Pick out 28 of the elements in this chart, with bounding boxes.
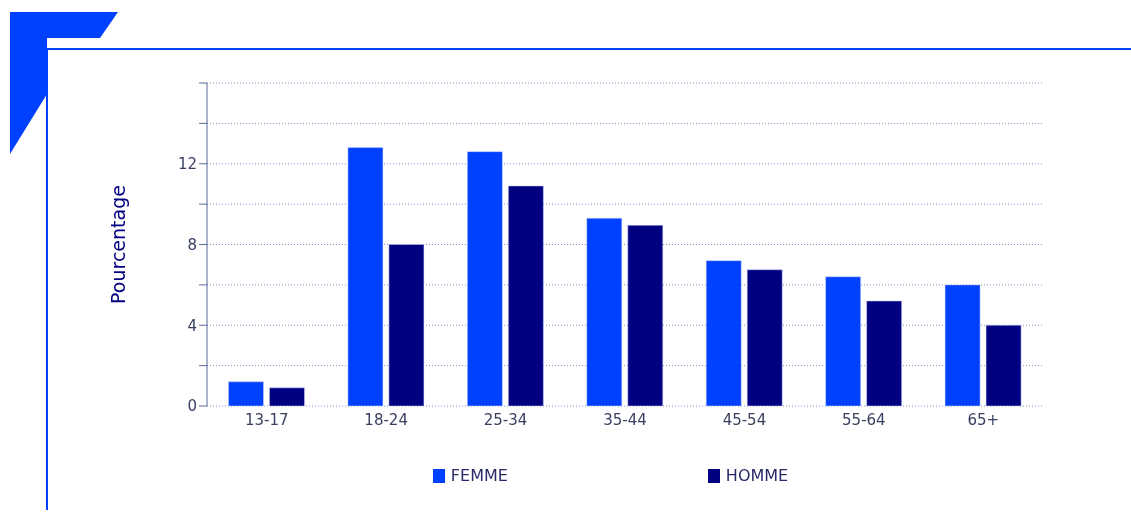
bar [269, 387, 305, 406]
x-tick-label: 55-64 [842, 410, 886, 429]
bar [985, 325, 1022, 406]
bar [347, 147, 384, 406]
bar [866, 300, 902, 406]
legend-label: HOMME [725, 466, 789, 485]
y-tick-label: 8 [187, 235, 197, 254]
x-tick-label: 35-44 [603, 410, 647, 429]
bar [944, 284, 981, 406]
legend-label: FEMME [450, 466, 508, 485]
x-tick-label: 65+ [967, 410, 1000, 429]
bar [467, 151, 503, 406]
x-tick-label: 18-24 [364, 410, 408, 429]
bar [508, 185, 544, 406]
bar [388, 244, 425, 406]
bar [228, 381, 264, 406]
x-tick-label: 45-54 [722, 410, 767, 429]
y-axis-title: Pourcentage [106, 185, 129, 304]
y-tick-label: 4 [187, 316, 197, 335]
x-tick-label: 25-34 [483, 410, 528, 429]
bar [705, 260, 742, 406]
y-tick-label: 12 [177, 155, 197, 174]
y-tick-label: 0 [187, 397, 197, 416]
bar [627, 225, 664, 406]
bar [746, 269, 783, 406]
bar [586, 218, 623, 406]
x-tick-label: 13-17 [244, 410, 289, 429]
bar [825, 276, 861, 406]
